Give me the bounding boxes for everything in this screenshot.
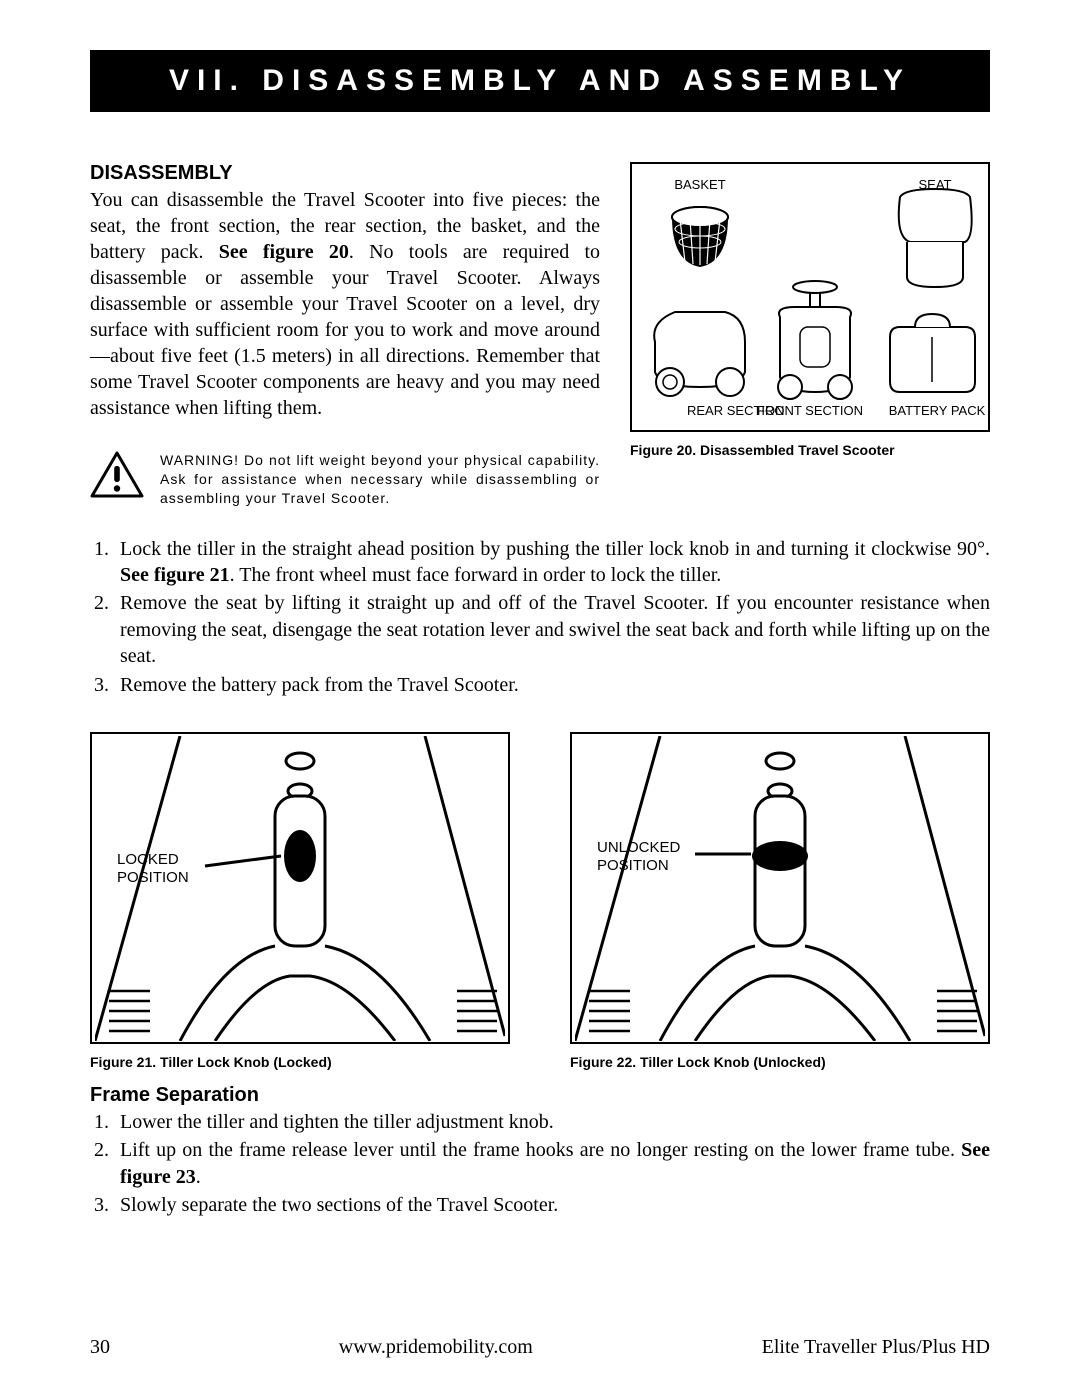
svg-text:BASKET: BASKET xyxy=(674,177,725,192)
fs-step-2: Lift up on the frame release lever until… xyxy=(114,1137,990,1190)
fs2-a: Lift up on the frame release lever until… xyxy=(120,1139,961,1161)
step-3: Remove the battery pack from the Travel … xyxy=(114,672,990,698)
right-column: BASKET SEAT REAR SECTION FRONT SECTION B… xyxy=(630,162,990,458)
disassembly-steps: Lock the tiller in the straight ahead po… xyxy=(90,536,990,698)
figure-20-caption: Figure 20. Disassembled Travel Scooter xyxy=(630,442,990,458)
figure-21-box: LOCKED POSITION xyxy=(90,732,510,1044)
figure-21-caption: Figure 21. Tiller Lock Knob (Locked) xyxy=(90,1054,510,1070)
page-number: 30 xyxy=(90,1336,110,1359)
chapter-banner: VII. DISASSEMBLY AND ASSEMBLY xyxy=(90,50,990,112)
footer-model: Elite Traveller Plus/Plus HD xyxy=(762,1336,990,1359)
figure-22-caption: Figure 22. Tiller Lock Knob (Unlocked) xyxy=(570,1054,990,1070)
warning-text: WARNING! Do not lift weight beyond your … xyxy=(160,451,600,508)
figure-20-box: BASKET SEAT REAR SECTION FRONT SECTION B… xyxy=(630,162,990,432)
figure-21-col: LOCKED POSITION Figure 21. Tiller Lock K… xyxy=(90,732,510,1070)
frame-separation-heading: Frame Separation xyxy=(90,1084,990,1107)
svg-text:LOCKED: LOCKED xyxy=(117,851,179,868)
para-part-b: See figure 20 xyxy=(219,241,349,263)
top-two-column: DISASSEMBLY You can disassemble the Trav… xyxy=(90,162,990,508)
figure-22-box: UNLOCKED POSITION xyxy=(570,732,990,1044)
fs2-c: . xyxy=(196,1166,201,1188)
svg-text:POSITION: POSITION xyxy=(597,857,669,874)
footer-url: www.pridemobility.com xyxy=(339,1336,533,1359)
figure-22-col: UNLOCKED POSITION Figure 22. Tiller Lock… xyxy=(570,732,990,1070)
step-1: Lock the tiller in the straight ahead po… xyxy=(114,536,990,589)
fs-step-1: Lower the tiller and tighten the tiller … xyxy=(114,1109,990,1135)
step-2: Remove the seat by lifting it straight u… xyxy=(114,590,990,669)
figure-row: LOCKED POSITION Figure 21. Tiller Lock K… xyxy=(90,732,990,1070)
disassembly-heading: DISASSEMBLY xyxy=(90,162,600,185)
svg-text:BATTERY PACK: BATTERY PACK xyxy=(889,403,985,418)
step1-a: Lock the tiller in the straight ahead po… xyxy=(120,538,990,560)
warning-row: WARNING! Do not lift weight beyond your … xyxy=(90,451,600,508)
warning-icon xyxy=(90,451,144,504)
para-part-c: . No tools are required to disassemble o… xyxy=(90,241,600,419)
disassembly-paragraph: You can disassemble the Travel Scooter i… xyxy=(90,187,600,421)
left-column: DISASSEMBLY You can disassemble the Trav… xyxy=(90,162,600,508)
svg-text:UNLOCKED: UNLOCKED xyxy=(597,839,681,856)
fs-step-3: Slowly separate the two sections of the … xyxy=(114,1192,990,1218)
step1-c: . The front wheel must face forward in o… xyxy=(230,564,722,586)
frame-separation-steps: Lower the tiller and tighten the tiller … xyxy=(90,1109,990,1219)
page-footer: 30 www.pridemobility.com Elite Traveller… xyxy=(90,1336,990,1359)
svg-text:POSITION: POSITION xyxy=(117,869,189,886)
svg-text:FRONT SECTION: FRONT SECTION xyxy=(757,403,863,418)
step1-b: See figure 21 xyxy=(120,564,230,586)
